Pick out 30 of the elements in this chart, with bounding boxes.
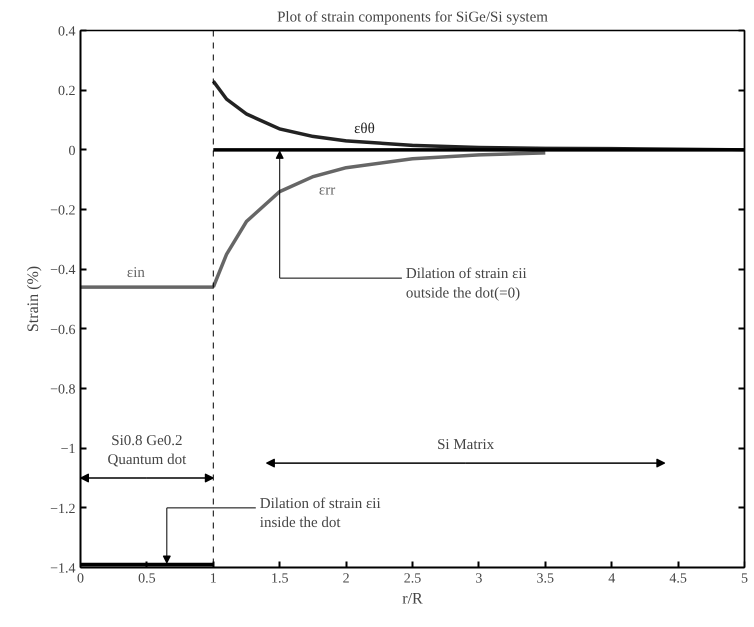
series-label: εrr [318, 182, 336, 199]
y-tick-label: −0.6 [50, 322, 76, 338]
x-tick-label: 1 [210, 572, 217, 586]
series-label: εin [126, 265, 146, 282]
y-tick-label: 0.4 [58, 24, 76, 40]
chart-title: Plot of strain components for SiGe/Si system [277, 10, 548, 26]
y-tick-label: −1 [60, 442, 76, 458]
x-tick-label: 3.5 [536, 572, 554, 586]
annotation: Si0.8 Ge0.2 Quantum dot [108, 432, 188, 468]
y-tick-label: 0.2 [58, 84, 76, 100]
y-tick-label: −0.2 [50, 204, 76, 218]
annotation: Si Matrix [437, 437, 495, 454]
x-tick-label: 2 [342, 572, 350, 586]
y-tick-label: −0.4 [50, 263, 76, 278]
x-tick-label: 4 [608, 572, 616, 586]
x-tick-label: 1.5 [270, 572, 288, 586]
annotation: Dilation of strain εii inside the dot [260, 496, 381, 532]
y-tick-label: −0.8 [50, 382, 76, 398]
y-tick-label: −1.4 [50, 562, 76, 576]
y-tick-label: 0 [68, 144, 76, 159]
x-tick-label: 4.5 [669, 572, 687, 586]
y-axis-title: Strain (%) [25, 266, 42, 332]
x-tick-label: 2.5 [404, 572, 422, 586]
series-label: εθθ [354, 120, 375, 137]
x-axis-title: r/R [402, 590, 424, 608]
x-tick-label: 0.5 [138, 572, 156, 586]
x-tick-label: 5 [741, 572, 748, 586]
x-tick-label: 3 [475, 572, 482, 586]
annotation: Dilation of strain εii outside the dot(=0) [406, 266, 527, 302]
y-tick-label: −1.2 [50, 502, 76, 517]
